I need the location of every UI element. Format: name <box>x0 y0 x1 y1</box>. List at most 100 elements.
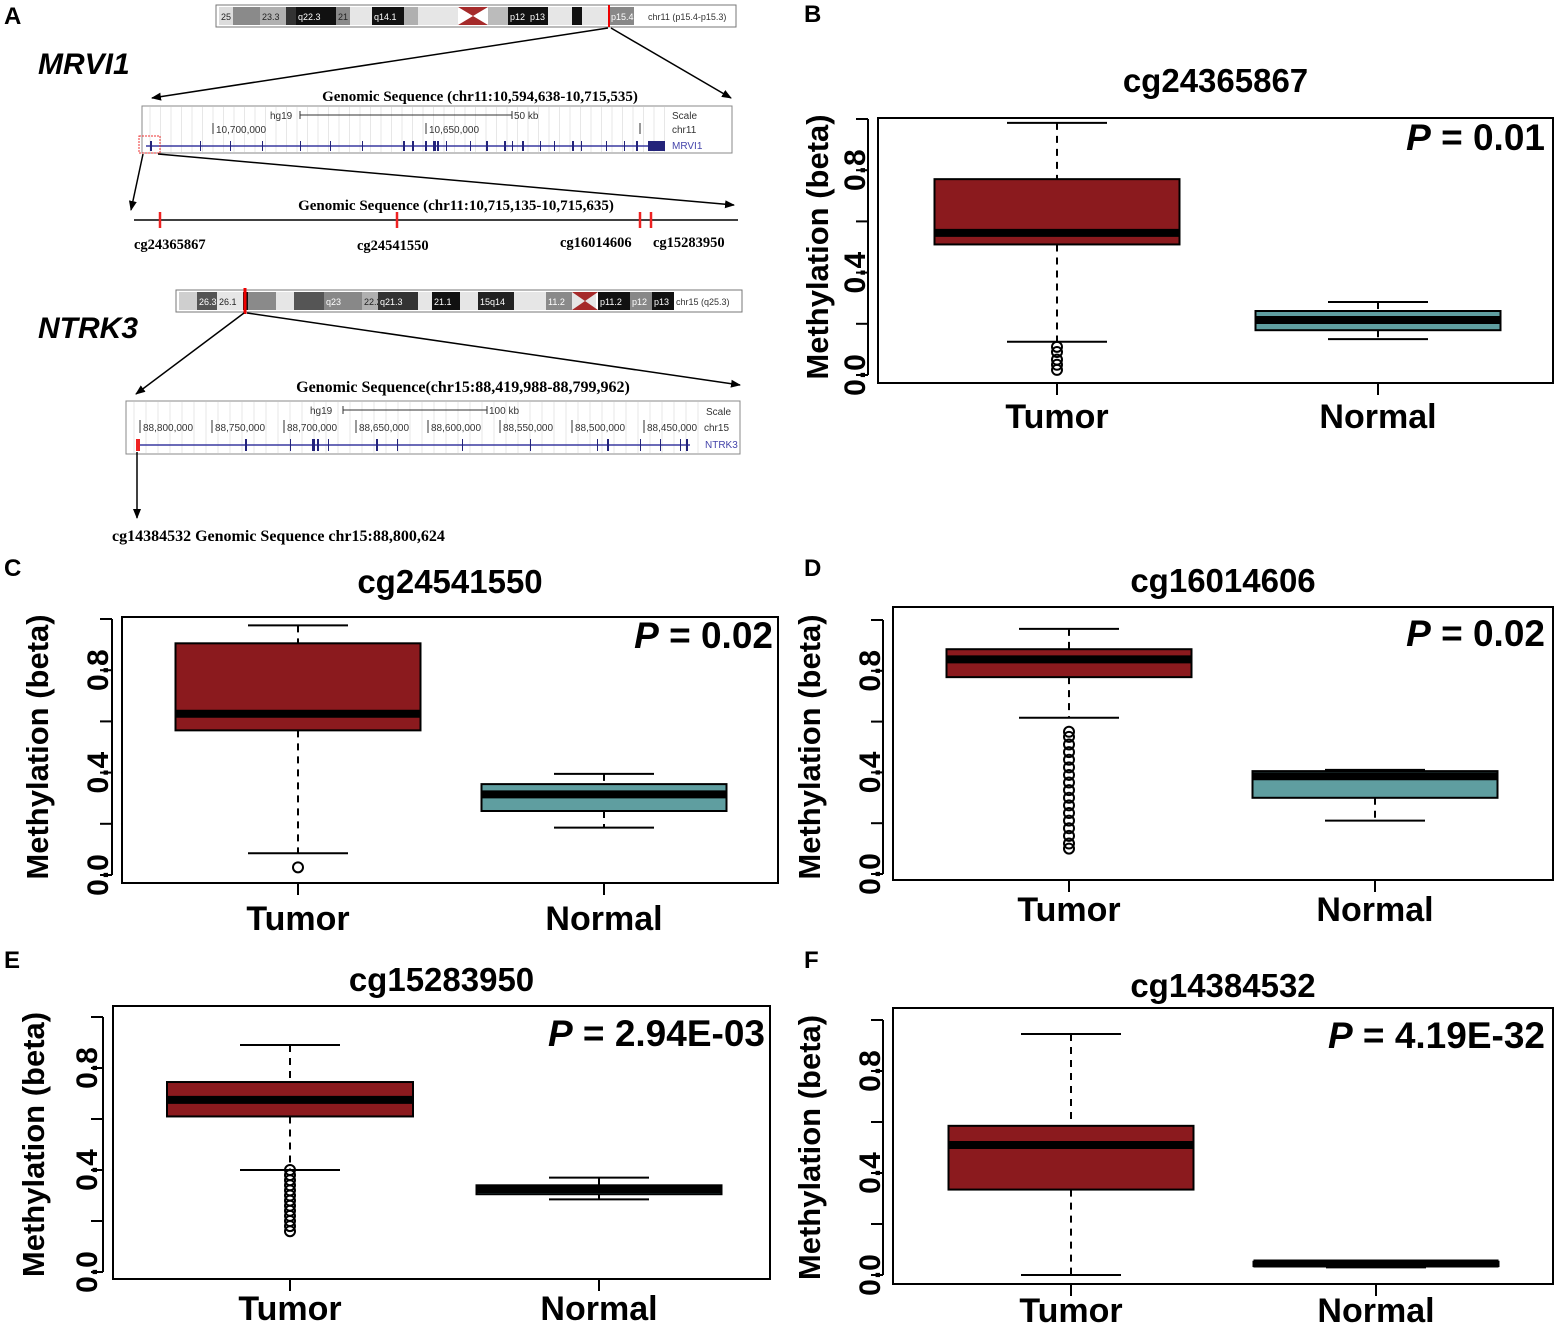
box-normal <box>1252 1259 1500 1269</box>
p-value: P = 2.94E-03 <box>548 1013 765 1054</box>
outlier-point <box>1063 842 1075 855</box>
ideogram-band-label: p15.4 <box>611 12 634 22</box>
outlier-point <box>292 861 304 874</box>
y-tick-label: 0.8 <box>82 649 115 691</box>
box-normal <box>1254 301 1502 341</box>
track-chrom-mrvi1: chr11 <box>672 125 697 136</box>
p-value: P = 0.02 <box>1406 613 1545 654</box>
panel-letter-b: B <box>804 1 821 28</box>
panel-letter-a: A <box>4 3 21 30</box>
ideogram-chr11: 25 23.3 q22.3 21 q14.1 p12 p13 p15.4 chr11 (p15… <box>215 4 737 28</box>
x-category-normal: Normal <box>540 1290 657 1324</box>
y-tick-label: 0.8 <box>71 1047 104 1089</box>
x-category-normal: Normal <box>1319 398 1436 436</box>
ideogram-band-label: q23 <box>326 297 341 307</box>
outlier-point <box>1063 725 1075 738</box>
outlier-point <box>1063 829 1075 842</box>
panel-letter-f: F <box>804 947 819 974</box>
track-scale-label-ntrk3: Scale <box>706 407 731 418</box>
box-normal <box>1251 768 1499 822</box>
outlier-point <box>1063 768 1075 781</box>
cpg-label-2: cg24541550 <box>357 238 429 254</box>
ideogram-band-label: 26.1 <box>219 297 237 307</box>
plot-frame <box>112 1005 771 1280</box>
chart-title: cg24365867 <box>1123 62 1308 99</box>
outlier-point <box>284 1169 296 1182</box>
outlier-point <box>1063 738 1075 751</box>
gene-label-mrvi1: MRVI1 <box>38 48 130 81</box>
gene-label-ntrk3: NTRK3 <box>38 312 138 345</box>
box-tumor <box>174 624 422 874</box>
panel-letter-d: D <box>804 555 821 582</box>
y-axis-label: Methylation (beta) <box>792 1015 827 1280</box>
outlier-point <box>1063 761 1075 774</box>
x-category-tumor: Tumor <box>1017 891 1120 929</box>
box-normal <box>480 772 728 829</box>
browser-track-mrvi1: hg19 50 kb Scale 10,700,000 10,650,000 c… <box>138 105 733 154</box>
x-category-normal: Normal <box>1316 891 1433 929</box>
outlier-point <box>1063 791 1075 804</box>
y-tick-label: 0.8 <box>854 1050 887 1092</box>
track-position-label: 88,550,000 <box>503 423 553 434</box>
y-tick-label: 0.0 <box>839 354 872 396</box>
ideogram-band-label: p13 <box>654 297 669 307</box>
outlier-point <box>1063 822 1075 835</box>
plot-frame <box>121 616 779 884</box>
ideogram-band-label: p12 <box>632 297 647 307</box>
outlier-point <box>284 1164 296 1176</box>
x-category-normal: Normal <box>1317 1292 1434 1324</box>
outlier-point <box>1063 807 1075 820</box>
ideogram-band-label: p13 <box>530 12 545 22</box>
centromere-icon <box>458 7 488 25</box>
genomic-title-ntrk3: Genomic Sequence(chr15:88,419,988-88,799… <box>296 379 630 396</box>
cpg-label-4: cg15283950 <box>653 235 725 251</box>
chart-title: cg24541550 <box>357 563 542 600</box>
outlier-point <box>1051 340 1063 353</box>
box-tumor <box>945 627 1193 855</box>
chart-title: cg16014606 <box>1130 562 1315 599</box>
y-tick-label: 0.8 <box>839 149 872 191</box>
ideogram-bands-chr11: 25 23.3 q22.3 21 q14.1 p12 p13 p15.4 <box>219 7 634 25</box>
outlier-point <box>1063 784 1075 797</box>
y-tick-label: 0.4 <box>854 751 887 793</box>
ideogram-label-chr11: chr11 (p15.4-p15.3) <box>648 12 726 22</box>
y-tick-label: 0.4 <box>71 1149 104 1191</box>
chart-title: cg14384532 <box>1130 967 1315 1004</box>
panel-letter-c: C <box>4 555 21 582</box>
ideogram-band-label: 25 <box>221 12 231 22</box>
outlier-point <box>1051 353 1063 366</box>
track-scale-label-mrvi1: Scale <box>672 111 697 122</box>
track-position-label: 88,700,000 <box>287 423 337 434</box>
y-tick-label: 0.4 <box>854 1152 887 1194</box>
outlier-point <box>1063 814 1075 827</box>
ideogram-label-chr15: chr15 (q25.3) <box>676 297 730 307</box>
outlier-point <box>1063 730 1075 743</box>
track-position-label: 88,600,000 <box>431 423 481 434</box>
ideogram-band-label: q14.1 <box>374 12 397 22</box>
outlier-point <box>1063 753 1075 766</box>
ideogram-band-label: 26.3 <box>199 297 217 307</box>
plot-frame <box>892 606 1554 881</box>
track-position-label: 88,650,000 <box>359 423 409 434</box>
track-gene-label-ntrk3: NTRK3 <box>705 440 738 451</box>
ideogram-band-label: 22.2 <box>364 297 382 307</box>
y-tick-label: 0.8 <box>854 650 887 692</box>
x-category-tumor: Tumor <box>1019 1292 1122 1324</box>
zoom-title-mrvi1: Genomic Sequence (chr11:10,715,135-10,71… <box>298 198 614 214</box>
ideogram-band-label: 21 <box>338 12 348 22</box>
p-value: P = 0.02 <box>634 615 773 656</box>
track-pos2-mrvi1: 10,650,000 <box>429 125 479 136</box>
y-tick-label: 0.0 <box>82 854 115 896</box>
ideogram-band-label: 23.3 <box>262 12 280 22</box>
outlier-point <box>1051 345 1063 358</box>
plot-frame <box>892 1007 1554 1285</box>
box-normal <box>475 1176 723 1201</box>
